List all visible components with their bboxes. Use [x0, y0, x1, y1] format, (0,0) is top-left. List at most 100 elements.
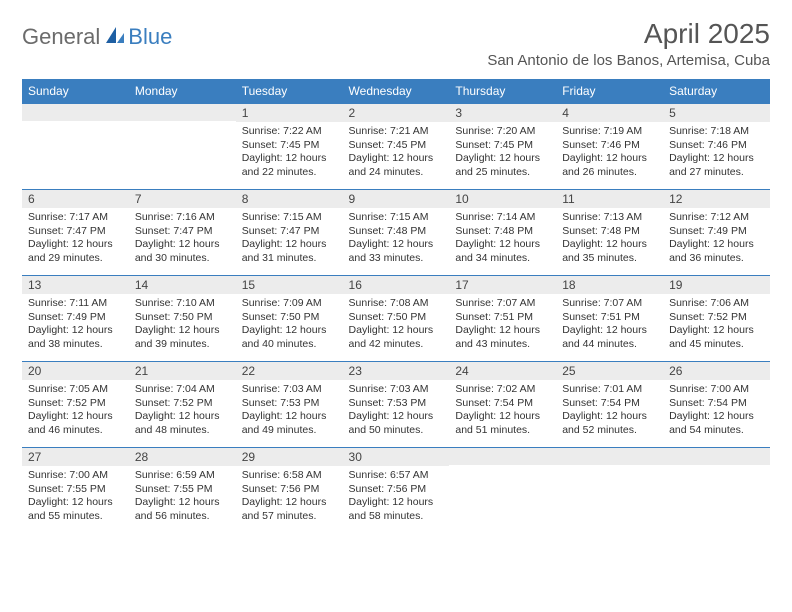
day-details: Sunrise: 6:59 AMSunset: 7:55 PMDaylight:…: [129, 466, 236, 528]
day-number: 28: [129, 448, 236, 466]
day-detail-line: Sunrise: 7:07 AM: [562, 297, 657, 311]
day-detail-line: Daylight: 12 hours and 57 minutes.: [242, 496, 337, 523]
day-details: Sunrise: 6:58 AMSunset: 7:56 PMDaylight:…: [236, 466, 343, 528]
day-detail-line: Sunset: 7:48 PM: [455, 225, 550, 239]
day-detail-line: Daylight: 12 hours and 25 minutes.: [455, 152, 550, 179]
calendar-day: 3Sunrise: 7:20 AMSunset: 7:45 PMDaylight…: [449, 104, 556, 190]
day-detail-line: Daylight: 12 hours and 29 minutes.: [28, 238, 123, 265]
day-detail-line: Sunset: 7:52 PM: [135, 397, 230, 411]
title-block: April 2025 San Antonio de los Banos, Art…: [487, 18, 770, 69]
day-details: Sunrise: 7:08 AMSunset: 7:50 PMDaylight:…: [343, 294, 450, 356]
day-number: 5: [663, 104, 770, 122]
calendar-day: 22Sunrise: 7:03 AMSunset: 7:53 PMDayligh…: [236, 362, 343, 448]
day-details: Sunrise: 7:00 AMSunset: 7:54 PMDaylight:…: [663, 380, 770, 442]
day-number: 23: [343, 362, 450, 380]
day-details: Sunrise: 7:03 AMSunset: 7:53 PMDaylight:…: [236, 380, 343, 442]
day-detail-line: Sunset: 7:56 PM: [242, 483, 337, 497]
day-number: 10: [449, 190, 556, 208]
day-number: 16: [343, 276, 450, 294]
day-detail-line: Sunset: 7:46 PM: [562, 139, 657, 153]
day-details: Sunrise: 7:07 AMSunset: 7:51 PMDaylight:…: [556, 294, 663, 356]
day-detail-line: Daylight: 12 hours and 50 minutes.: [349, 410, 444, 437]
day-detail-line: Daylight: 12 hours and 33 minutes.: [349, 238, 444, 265]
day-number: 27: [22, 448, 129, 466]
day-detail-line: Daylight: 12 hours and 31 minutes.: [242, 238, 337, 265]
day-details: [556, 465, 663, 472]
day-detail-line: Daylight: 12 hours and 40 minutes.: [242, 324, 337, 351]
day-detail-line: Sunset: 7:48 PM: [562, 225, 657, 239]
calendar-day: 6Sunrise: 7:17 AMSunset: 7:47 PMDaylight…: [22, 190, 129, 276]
day-detail-line: Sunset: 7:51 PM: [562, 311, 657, 325]
day-detail-line: Sunrise: 7:15 AM: [242, 211, 337, 225]
weekday-header: Thursday: [449, 79, 556, 104]
day-number: 20: [22, 362, 129, 380]
day-detail-line: Daylight: 12 hours and 51 minutes.: [455, 410, 550, 437]
weekday-header: Saturday: [663, 79, 770, 104]
day-detail-line: Sunset: 7:50 PM: [242, 311, 337, 325]
day-detail-line: Sunrise: 6:59 AM: [135, 469, 230, 483]
day-detail-line: Sunrise: 7:20 AM: [455, 125, 550, 139]
day-number: 12: [663, 190, 770, 208]
calendar-row: 1Sunrise: 7:22 AMSunset: 7:45 PMDaylight…: [22, 104, 770, 190]
day-detail-line: Sunrise: 7:15 AM: [349, 211, 444, 225]
day-number: 29: [236, 448, 343, 466]
day-detail-line: Daylight: 12 hours and 36 minutes.: [669, 238, 764, 265]
day-number: 18: [556, 276, 663, 294]
day-detail-line: Daylight: 12 hours and 49 minutes.: [242, 410, 337, 437]
calendar-table: SundayMondayTuesdayWednesdayThursdayFrid…: [22, 79, 770, 534]
day-detail-line: Sunrise: 7:03 AM: [349, 383, 444, 397]
calendar-day: 12 Sunrise: 7:12 AMSunset: 7:49 PMDayligh…: [663, 190, 770, 276]
day-details: Sunrise: 7:07 AMSunset: 7:51 PMDaylight:…: [449, 294, 556, 356]
weekday-header: Sunday: [22, 79, 129, 104]
calendar-day: 20Sunrise: 7:05 AMSunset: 7:52 PMDayligh…: [22, 362, 129, 448]
day-details: Sunrise: 7:01 AMSunset: 7:54 PMDaylight:…: [556, 380, 663, 442]
day-details: Sunrise: 7:00 AMSunset: 7:55 PMDaylight:…: [22, 466, 129, 528]
day-number: [449, 448, 556, 465]
calendar-day: 2Sunrise: 7:21 AMSunset: 7:45 PMDaylight…: [343, 104, 450, 190]
calendar-day: 7Sunrise: 7:16 AMSunset: 7:47 PMDaylight…: [129, 190, 236, 276]
day-detail-line: Sunrise: 6:57 AM: [349, 469, 444, 483]
day-detail-line: Daylight: 12 hours and 27 minutes.: [669, 152, 764, 179]
calendar-day: 18Sunrise: 7:07 AMSunset: 7:51 PMDayligh…: [556, 276, 663, 362]
day-detail-line: Sunrise: 7:19 AM: [562, 125, 657, 139]
calendar-day: 30Sunrise: 6:57 AMSunset: 7:56 PMDayligh…: [343, 448, 450, 534]
day-number: 26: [663, 362, 770, 380]
brand-part2: Blue: [128, 24, 172, 50]
day-detail-line: Sunrise: 7:04 AM: [135, 383, 230, 397]
month-title: April 2025: [487, 18, 770, 50]
page-header: General Blue April 2025 San Antonio de l…: [22, 18, 770, 69]
calendar-day: 4Sunrise: 7:19 AMSunset: 7:46 PMDaylight…: [556, 104, 663, 190]
day-detail-line: Sunset: 7:50 PM: [135, 311, 230, 325]
calendar-day: 1Sunrise: 7:22 AMSunset: 7:45 PMDaylight…: [236, 104, 343, 190]
day-detail-line: Sunset: 7:54 PM: [455, 397, 550, 411]
day-detail-line: Daylight: 12 hours and 22 minutes.: [242, 152, 337, 179]
day-detail-line: Sunset: 7:49 PM: [669, 225, 764, 239]
day-detail-line: Daylight: 12 hours and 34 minutes.: [455, 238, 550, 265]
day-number: 13: [22, 276, 129, 294]
day-number: 14: [129, 276, 236, 294]
day-number: [663, 448, 770, 465]
day-detail-line: Sunrise: 7:12 AM: [669, 211, 764, 225]
day-detail-line: Sunset: 7:52 PM: [28, 397, 123, 411]
day-details: Sunrise: 7:18 AMSunset: 7:46 PMDaylight:…: [663, 122, 770, 184]
day-details: Sunrise: 6:57 AMSunset: 7:56 PMDaylight:…: [343, 466, 450, 528]
day-detail-line: Sunset: 7:53 PM: [242, 397, 337, 411]
day-details: Sunrise: 7:22 AMSunset: 7:45 PMDaylight:…: [236, 122, 343, 184]
day-detail-line: Sunset: 7:47 PM: [135, 225, 230, 239]
day-number: 25: [556, 362, 663, 380]
location-label: San Antonio de los Banos, Artemisa, Cuba: [487, 52, 770, 69]
calendar-day: 8Sunrise: 7:15 AMSunset: 7:47 PMDaylight…: [236, 190, 343, 276]
day-details: Sunrise: 7:11 AMSunset: 7:49 PMDaylight:…: [22, 294, 129, 356]
day-number: 24: [449, 362, 556, 380]
day-detail-line: Daylight: 12 hours and 35 minutes.: [562, 238, 657, 265]
day-details: Sunrise: 7:21 AMSunset: 7:45 PMDaylight:…: [343, 122, 450, 184]
day-detail-line: Daylight: 12 hours and 58 minutes.: [349, 496, 444, 523]
day-number: 2: [343, 104, 450, 122]
day-detail-line: Daylight: 12 hours and 42 minutes.: [349, 324, 444, 351]
day-detail-line: Daylight: 12 hours and 45 minutes.: [669, 324, 764, 351]
day-details: [129, 121, 236, 128]
day-detail-line: Sunset: 7:54 PM: [669, 397, 764, 411]
day-detail-line: Daylight: 12 hours and 24 minutes.: [349, 152, 444, 179]
day-detail-line: Daylight: 12 hours and 39 minutes.: [135, 324, 230, 351]
day-detail-line: Sunset: 7:51 PM: [455, 311, 550, 325]
